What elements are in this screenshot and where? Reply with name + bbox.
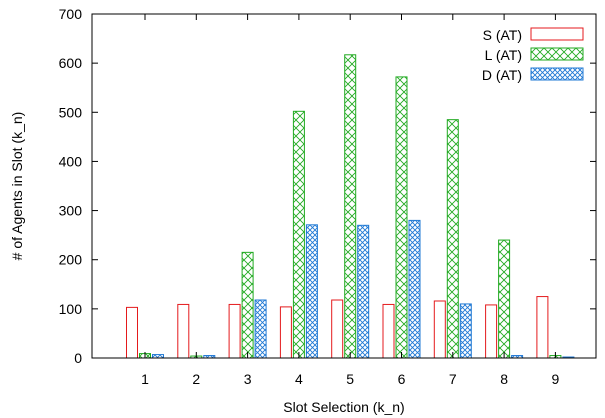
y-tick-label: 700 xyxy=(59,6,83,22)
bar-d-slot-4 xyxy=(305,224,318,359)
y-tick-label: 0 xyxy=(74,350,82,366)
bar-d-slot-1 xyxy=(152,354,164,359)
y-tick-label: 400 xyxy=(59,153,83,169)
bar-s-slot-2 xyxy=(177,303,190,359)
bar-d-slot-6 xyxy=(408,219,421,359)
x-tick-label: 2 xyxy=(192,371,200,387)
bar-l-slot-3 xyxy=(241,251,254,359)
bars-layer xyxy=(126,54,575,359)
bar-s-slot-3 xyxy=(228,303,241,359)
bar-d-slot-3 xyxy=(254,299,267,359)
legend-label-l: L (AT) xyxy=(485,47,522,63)
y-tick-label: 100 xyxy=(59,301,83,317)
x-axis-label: Slot Selection (k_n) xyxy=(283,399,404,415)
bar-s-slot-8 xyxy=(485,304,498,359)
x-tick-label: 9 xyxy=(552,371,560,387)
axes-layer xyxy=(91,13,597,359)
x-tick-label: 1 xyxy=(141,371,149,387)
legend-label-s: S (AT) xyxy=(483,27,522,43)
bar-s-slot-4 xyxy=(279,306,292,359)
bar-s-slot-9 xyxy=(536,296,549,359)
x-tick-label: 4 xyxy=(295,371,303,387)
bar-l-slot-8 xyxy=(498,239,511,359)
bar-l-slot-7 xyxy=(446,119,459,359)
y-tick-label: 600 xyxy=(59,55,83,71)
y-tick-label: 200 xyxy=(59,252,83,268)
x-tick-label: 3 xyxy=(244,371,252,387)
bar-l-slot-4 xyxy=(292,110,305,359)
x-tick-label: 7 xyxy=(449,371,457,387)
legend-swatch-l xyxy=(530,47,584,61)
bar-s-slot-6 xyxy=(382,303,395,359)
legend-swatch-d xyxy=(530,67,584,81)
bar-s-slot-7 xyxy=(433,300,446,359)
y-axis-label: # of Agents in Slot (k_n) xyxy=(9,112,25,261)
y-tick-label: 500 xyxy=(59,104,83,120)
x-tick-label: 8 xyxy=(500,371,508,387)
y-tick-label: 300 xyxy=(59,203,83,219)
bar-s-slot-1 xyxy=(126,306,138,359)
bar-l-slot-6 xyxy=(395,76,408,359)
legend-swatch-s xyxy=(530,27,584,41)
plot-frame xyxy=(91,13,597,359)
legend-label-d: D (AT) xyxy=(482,67,522,83)
bar-d-slot-7 xyxy=(459,303,472,359)
x-tick-label: 6 xyxy=(398,371,406,387)
bar-d-slot-5 xyxy=(357,224,370,359)
ticks-layer: 0 100 200 300 400 500 600 700 1 2 3 4 5 6 7 8 9 xyxy=(59,6,596,387)
bar-l-slot-5 xyxy=(344,54,357,359)
legend: S (AT) L (AT) D (AT) xyxy=(482,27,584,83)
x-tick-label: 5 xyxy=(346,371,354,387)
bar-s-slot-5 xyxy=(331,299,344,359)
